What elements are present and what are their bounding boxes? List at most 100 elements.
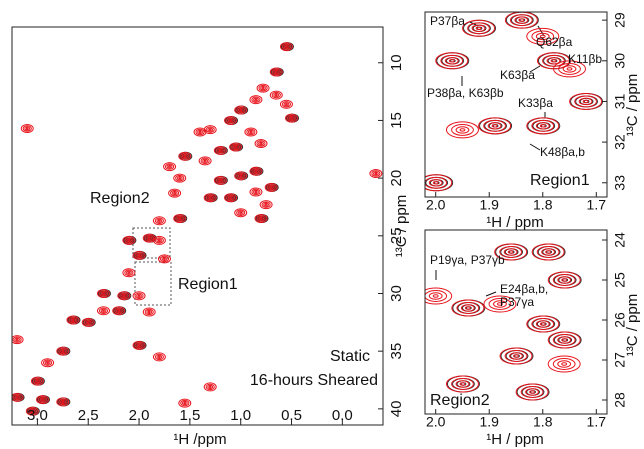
peak-contour: [83, 319, 93, 326]
peak-contour: [268, 185, 275, 190]
peak-contour: [157, 239, 161, 242]
peak-contour: [562, 65, 577, 73]
peak-contour: [122, 294, 126, 297]
peak-contour: [285, 45, 288, 48]
peak-contour: [39, 397, 46, 402]
peak-contour: [259, 217, 263, 220]
peak-contour: [164, 163, 175, 170]
peak-contour: [513, 354, 519, 358]
peak-contour: [483, 295, 517, 313]
peak-contour: [175, 215, 185, 222]
peak-contour: [27, 407, 37, 415]
x-tick-label: 1.7: [587, 197, 607, 213]
peak-contour: [256, 83, 270, 93]
peak-contour: [258, 141, 264, 146]
peak-contour: [124, 269, 134, 276]
peak-contour: [205, 194, 215, 201]
peak-contour: [30, 376, 44, 386]
peak-contour: [239, 108, 243, 112]
peak-contour: [146, 236, 153, 241]
peak-contour: [168, 165, 171, 168]
peak-contour: [264, 182, 278, 192]
peak-contour: [86, 321, 90, 324]
peak-contour: [152, 216, 166, 226]
peak-contour: [134, 252, 144, 259]
annotation: P38βa, K63βb: [427, 86, 504, 100]
annotation: K48βa,b: [540, 145, 585, 159]
peak-contour: [541, 248, 556, 256]
peak-contour: [236, 209, 246, 216]
peak-contour: [552, 358, 576, 370]
peak-contour: [100, 291, 107, 296]
peak-contour: [203, 382, 217, 392]
peak-contour: [259, 142, 263, 145]
peak-contour: [234, 208, 248, 218]
peak-contour: [96, 288, 110, 298]
peak-contour: [435, 52, 469, 70]
peak-contour: [249, 166, 263, 176]
y-tick-label: 20: [388, 170, 405, 187]
peak-contour: [246, 128, 256, 136]
peak-contour: [168, 188, 182, 198]
peak-contour: [478, 117, 512, 135]
peak-contour: [161, 256, 168, 261]
peak-contour: [483, 119, 506, 132]
peak-contour: [236, 106, 246, 114]
peak-contour: [157, 219, 161, 222]
peak-contour: [198, 130, 202, 134]
peak-contour: [425, 287, 453, 305]
peak-contour: [273, 92, 280, 98]
peak-contour: [539, 34, 546, 39]
peak-contour: [574, 95, 597, 108]
peak-contour: [499, 347, 533, 365]
peak-contour: [445, 375, 479, 393]
peak-contour: [68, 316, 78, 324]
peak-contour: [459, 128, 466, 132]
peak-contour: [217, 178, 224, 183]
peak-contour: [117, 309, 121, 312]
peak-contour: [156, 354, 163, 360]
peak-contour: [504, 350, 528, 362]
peak-contour: [163, 162, 177, 172]
peak-contour: [15, 338, 19, 341]
peak-contour: [215, 177, 225, 184]
peak-contour: [203, 159, 207, 162]
peak-contour: [154, 353, 164, 361]
peak-contour: [254, 139, 268, 149]
annotation: Region1: [178, 276, 238, 293]
annotation: Q62βa: [536, 35, 573, 49]
peak-contour: [547, 355, 581, 373]
peak-contour: [175, 174, 185, 182]
peak-contour: [12, 336, 22, 343]
peak-contour: [137, 344, 141, 347]
x-tick-label: 1.8: [533, 414, 553, 430]
peak-contour: [25, 127, 29, 130]
peak-contour: [254, 98, 258, 101]
peak-contour: [136, 253, 142, 258]
peak-contour: [229, 119, 232, 122]
peak-contour: [154, 237, 164, 244]
peak-contour: [213, 145, 227, 155]
peak-contour: [205, 126, 215, 133]
peak-contour: [274, 70, 278, 74]
peak-contour: [520, 386, 544, 398]
x-tick-label: 1.0: [230, 407, 251, 424]
peak-contour: [269, 90, 283, 100]
peak-contour: [14, 337, 20, 342]
x-tick-label: 0.0: [332, 407, 353, 424]
y-tick-label: 27: [612, 352, 628, 368]
peak-contour: [102, 309, 105, 312]
peak-contour: [229, 142, 243, 152]
peak-contour: [256, 215, 266, 222]
peak-contour: [536, 246, 560, 258]
peak-contour: [261, 201, 271, 208]
peak-contour: [41, 398, 44, 401]
peak-contour: [12, 394, 22, 401]
peak-contour: [115, 308, 122, 313]
peak-contour: [236, 172, 246, 180]
peak-contour: [459, 382, 466, 386]
peak-contour: [557, 276, 572, 284]
y-tick-label: 10: [388, 54, 405, 71]
peak-contour: [96, 306, 110, 316]
peak-contour: [136, 343, 142, 348]
